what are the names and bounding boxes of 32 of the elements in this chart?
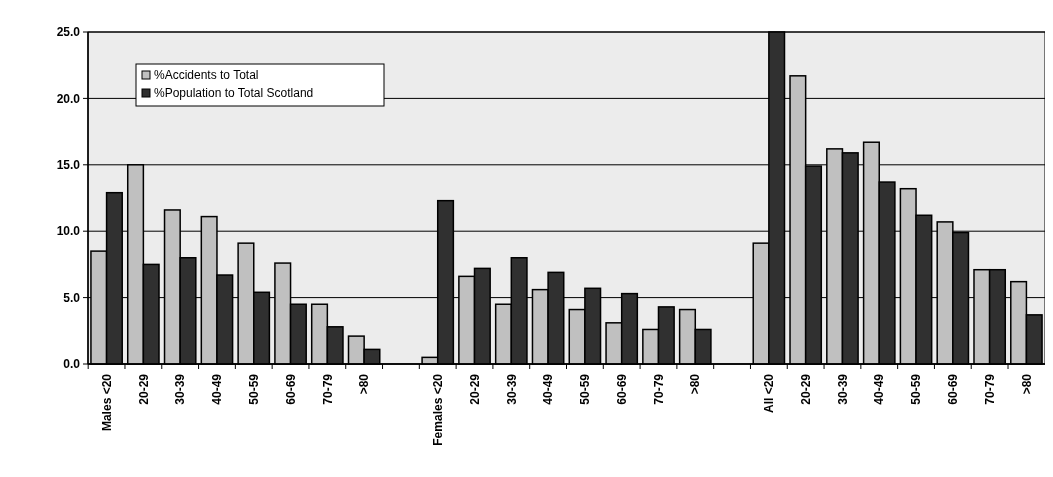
x-tick-label: 50-59	[578, 373, 593, 405]
x-tick-label: 20-29	[467, 373, 482, 405]
x-tick-label: 60-69	[946, 373, 961, 405]
y-tick-label: 5.0	[63, 290, 81, 305]
x-tick-label: 30-39	[504, 373, 519, 405]
y-tick-label: 0.0	[63, 357, 81, 372]
x-tick-label: 70-79	[651, 373, 666, 405]
legend-label: %Accidents to Total	[154, 68, 259, 83]
x-tick-label: 50-59	[246, 373, 261, 405]
x-tick-label: 70-79	[982, 373, 997, 405]
x-tick-label: 40-49	[210, 373, 225, 405]
x-tick-label: 20-29	[136, 373, 151, 405]
x-tick-label: 60-69	[283, 373, 298, 405]
x-tick-label: Males <20	[99, 373, 114, 432]
x-tick-label: >80	[357, 373, 372, 395]
x-tick-label: 20-29	[798, 373, 813, 405]
x-tick-label: 40-49	[541, 373, 556, 405]
x-tick-label: All <20	[762, 373, 777, 414]
x-tick-label: >80	[688, 373, 703, 395]
x-tick-label: Females <20	[430, 373, 445, 446]
legend-label: %Population to Total Scotland	[154, 86, 314, 101]
x-tick-label: 30-39	[835, 373, 850, 405]
x-tick-label: 70-79	[320, 373, 335, 405]
y-tick-label: 20.0	[56, 91, 81, 106]
x-tick-label: 40-49	[872, 373, 887, 405]
y-tick-label: 15.0	[56, 158, 81, 172]
y-tick-label: 25.0	[56, 25, 81, 40]
x-tick-label: 60-69	[614, 373, 629, 405]
x-tick-label: 50-59	[909, 373, 924, 405]
x-tick-label: >80	[1019, 373, 1034, 395]
y-tick-label: 10.0	[56, 224, 81, 239]
x-tick-label: 30-39	[173, 373, 188, 405]
